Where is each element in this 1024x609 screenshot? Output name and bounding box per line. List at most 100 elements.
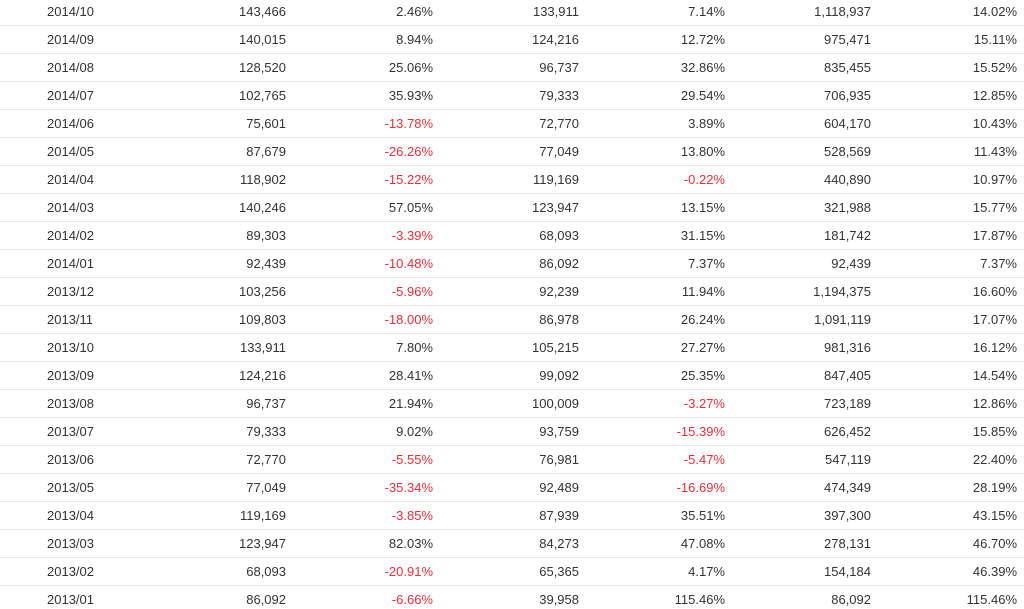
table-cell: 981,316 [824,340,871,355]
table-row: 2014/06 75,601 -13.78% 72,770 3.89% 604,170 10… [0,110,1024,138]
table-row: 2013/09 124,216 28.41% 99,092 25.35% 847,405 1… [0,362,1024,390]
table-cell: 68,093 [539,228,579,243]
table-cell: 10.97% [972,172,1017,187]
table-cell: 77,049 [246,480,286,495]
table-row: 2013/06 72,770 -5.55% 76,981 -5.47% 547,119 22… [0,446,1024,474]
table-cell: 115.46% [966,592,1017,607]
table-cell: 99,092 [539,368,579,383]
table-cell: 835,455 [824,60,871,75]
table-row: 2014/09 140,015 8.94% 124,216 12.72% 975,471 1… [0,26,1024,54]
table-cell: -15.39% [676,424,725,439]
cell-month: 2014/10 [47,4,94,19]
table-cell: 92,439 [831,256,871,271]
table-cell: 14.02% [972,4,1017,19]
table-cell: 604,170 [824,116,871,131]
table-cell: 31.15% [680,228,725,243]
table-cell: 11.94% [681,284,725,299]
table-cell: -35.34% [384,480,433,495]
table-cell: -5.96% [391,284,433,299]
table-cell: 87,679 [246,144,286,159]
table-row: 2014/05 87,679 -26.26% 77,049 13.80% 528,569 1… [0,138,1024,166]
table-cell: 57.05% [388,200,433,215]
table-cell: 4.17% [688,564,725,579]
table-cell: 15.85% [972,424,1017,439]
table-cell: -13.78% [384,116,433,131]
table-cell: 3.89% [688,116,725,131]
table-cell: 278,131 [824,536,871,551]
cell-month: 2013/02 [47,564,94,579]
table-row: 2014/10 143,466 2.46% 133,911 7.14% 1,118,937… [0,0,1024,26]
table-cell: 8.94% [396,32,433,47]
table-cell: 72,770 [539,116,579,131]
table-cell: 46.70% [972,536,1017,551]
table-cell: 16.60% [972,284,1017,299]
cell-month: 2014/08 [47,60,94,75]
table-cell: 100,009 [532,396,579,411]
table-cell: 14.54% [972,368,1017,383]
cell-month: 2013/09 [47,368,94,383]
table-cell: 626,452 [824,424,871,439]
cell-month: 2013/01 [47,592,94,607]
table-cell: 82.03% [388,536,433,551]
table-cell: -15.22% [384,172,433,187]
table-row: 2013/07 79,333 9.02% 93,759 -15.39% 626,452 15… [0,418,1024,446]
table-cell: 25.06% [388,60,433,75]
table-cell: 140,015 [239,32,286,47]
table-cell: 68,093 [246,564,286,579]
cell-month: 2013/03 [47,536,94,551]
table-cell: 547,119 [824,452,871,467]
cell-month: 2014/04 [47,172,94,187]
table-cell: -20.91% [384,564,433,579]
cell-month: 2014/03 [47,200,94,215]
table-cell: 13.15% [680,200,725,215]
table-cell: 43.15% [972,508,1017,523]
table-cell: 9.02% [396,424,433,439]
table-cell: 474,349 [824,480,871,495]
table-cell: 35.51% [680,508,725,523]
table-cell: 39,958 [539,592,579,607]
cell-month: 2014/05 [47,144,94,159]
table-cell: 119,169 [532,172,579,187]
table-cell: -5.55% [391,452,433,467]
table-cell: 21.94% [388,396,433,411]
table-cell: 119,169 [239,508,286,523]
table-cell: -16.69% [676,480,725,495]
table-cell: 92,489 [539,480,579,495]
table-cell: 35.93% [388,88,433,103]
table-cell: 86,092 [246,592,286,607]
table-cell: -26.26% [384,144,433,159]
table-cell: 12.85% [972,88,1017,103]
table-cell: 181,742 [824,228,871,243]
table-cell: 76,981 [539,452,579,467]
table-cell: 75,601 [246,116,286,131]
table-cell: 7.80% [396,340,433,355]
cell-month: 2013/06 [47,452,94,467]
table-row: 2014/03 140,246 57.05% 123,947 13.15% 321,988… [0,194,1024,222]
table-cell: 7.37% [980,256,1017,271]
table-cell: 15.11% [973,32,1017,47]
table-cell: 1,091,119 [814,312,871,327]
table-row: 2013/08 96,737 21.94% 100,009 -3.27% 723,189 1… [0,390,1024,418]
cell-month: 2014/02 [47,228,94,243]
table-row: 2013/04 119,169 -3.85% 87,939 35.51% 397,300 4… [0,502,1024,530]
table-row: 2014/07 102,765 35.93% 79,333 29.54% 706,935 1… [0,82,1024,110]
table-cell: 17.87% [972,228,1017,243]
table-cell: 133,911 [532,4,579,19]
cell-month: 2013/07 [47,424,94,439]
table-cell: 975,471 [824,32,871,47]
table-cell: 109,803 [239,312,286,327]
table-cell: 11.43% [973,144,1017,159]
table-cell: 29.54% [680,88,725,103]
table-cell: 143,466 [239,4,286,19]
cell-month: 2013/11 [47,312,94,327]
table-cell: 28.41% [388,368,433,383]
table-cell: 96,737 [539,60,579,75]
table-cell: 93,759 [539,424,579,439]
table-cell: 123,947 [239,536,286,551]
cell-month: 2013/12 [47,284,94,299]
table-row: 2013/12 103,256 -5.96% 92,239 11.94% 1,194,37… [0,278,1024,306]
table-cell: 397,300 [824,508,871,523]
table-cell: 12.72% [680,32,725,47]
table-cell: 140,246 [239,200,286,215]
